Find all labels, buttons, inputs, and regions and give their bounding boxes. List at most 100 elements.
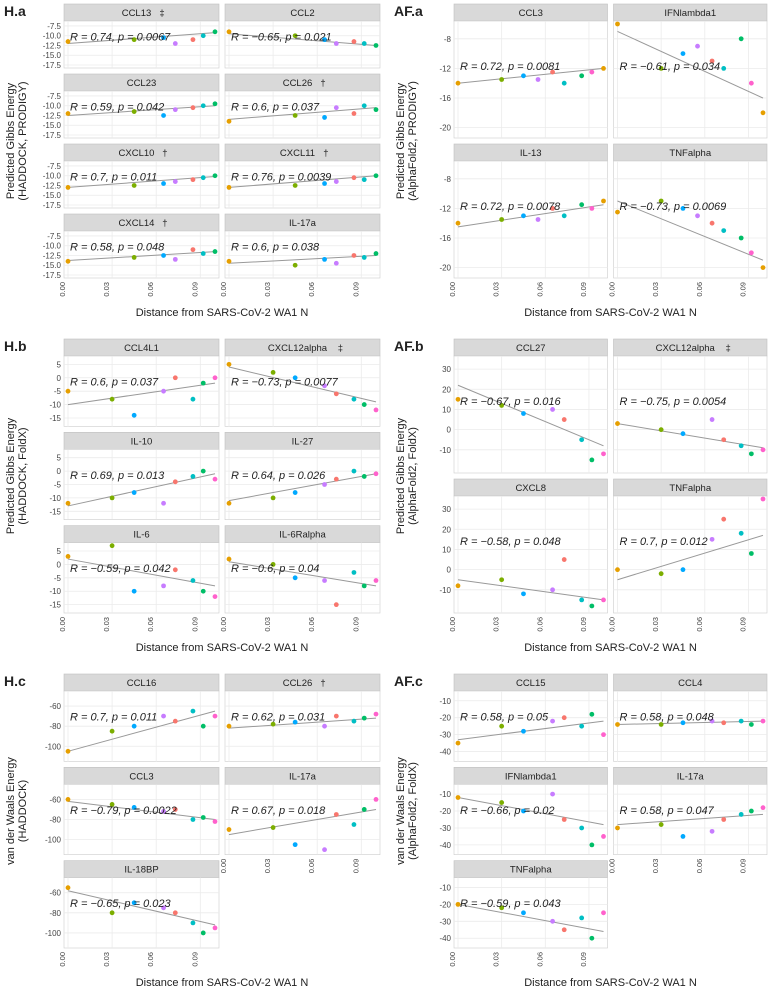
correlation-stat: R = 0.6, p = 0.037 [70, 377, 159, 389]
data-point [658, 722, 664, 727]
data-point [212, 249, 218, 254]
data-point [455, 220, 461, 226]
facet-ccl26: CCL26 † R = 0.6, p = 0.037 [224, 73, 381, 139]
data-point [200, 251, 206, 256]
x-tick-label: 0.06 [695, 282, 704, 297]
data-point [521, 73, 526, 79]
y-tick-label: -12.5 [43, 251, 62, 260]
regression-line [228, 175, 377, 188]
x-tick-label: 0.09 [351, 859, 360, 874]
data-point [589, 711, 595, 717]
data-point [109, 728, 115, 734]
data-point [373, 471, 379, 477]
data-point [190, 578, 196, 583]
x-tick-label: 0.06 [695, 859, 704, 874]
correlation-stat: R = 0.76, p = 0.0039 [231, 172, 331, 184]
data-point [550, 918, 555, 924]
correlation-stat: R = −0.58, p = 0.048 [460, 536, 561, 548]
correlation-stat: R = −0.73, p = 0.0077 [231, 377, 339, 389]
data-point [455, 740, 461, 746]
data-point [695, 213, 700, 219]
data-point [351, 718, 357, 724]
facet-panel [224, 90, 381, 139]
data-point [212, 925, 218, 931]
regression-line [67, 105, 216, 116]
x-tick-label: 0.00 [608, 859, 617, 874]
y-tick-label: -10 [49, 587, 61, 596]
facet-title: IFNlambda1 [664, 8, 716, 19]
data-point [200, 175, 206, 181]
x-tick-label: 0.03 [492, 617, 501, 632]
data-point [65, 388, 71, 394]
x-tick-label: 0.03 [102, 282, 111, 297]
facet-significance-mark: ‡ [159, 8, 164, 19]
data-point [738, 812, 744, 817]
y-tick-label: -17.5 [43, 131, 62, 140]
data-point [212, 375, 218, 381]
regression-line [67, 558, 216, 587]
correlation-stat: R = 0.58, p = 0.047 [620, 805, 715, 817]
x-tick-label: 0.03 [492, 282, 501, 297]
x-axis-title: Distance from SARS-CoV-2 WA1 N [524, 307, 697, 319]
y-tick-label: -100 [45, 742, 62, 751]
facet-ccl2: CCL2 R = −0.65, p = 0.021 [224, 3, 381, 69]
y-axis-title: (HADDOCK, PRODIGY) [17, 81, 29, 200]
data-point [455, 396, 461, 402]
facet-title: IL-13 [520, 148, 542, 159]
data-point [589, 935, 595, 941]
data-point [161, 113, 166, 118]
data-point [200, 380, 206, 386]
correlation-stat: R = 0.58, p = 0.05 [460, 712, 549, 724]
y-tick-label: -10 [439, 446, 451, 455]
facet-title: CCL13 [122, 8, 152, 19]
data-point [65, 885, 71, 891]
data-point [200, 930, 206, 936]
data-point [190, 920, 196, 926]
data-point [131, 588, 137, 594]
facet-title: CCL26 [283, 78, 313, 89]
data-point [373, 251, 379, 256]
x-tick-label: 0.00 [58, 952, 67, 967]
regression-line [67, 251, 216, 262]
facet-il-27: IL-27 R = 0.64, p = 0.026 [224, 432, 381, 520]
y-axis-title: Predicted Gibbs Energy [5, 82, 17, 199]
facet-title: CCL4 [678, 678, 702, 689]
y-tick-label: 5 [57, 547, 62, 556]
regression-line [617, 534, 764, 581]
data-point [270, 495, 276, 501]
correlation-stat: R = −0.67, p = 0.016 [460, 396, 561, 408]
data-point [535, 217, 541, 222]
y-tick-label: 30 [442, 505, 451, 514]
data-point [200, 103, 206, 109]
correlation-stat: R = 0.69, p = 0.013 [70, 470, 165, 482]
y-tick-label: -10 [49, 494, 61, 503]
data-point [361, 715, 367, 721]
data-point [190, 708, 196, 714]
x-tick-label: 0.00 [219, 859, 228, 874]
data-point [200, 815, 206, 820]
data-point [212, 476, 218, 482]
data-point [270, 370, 276, 375]
data-point [738, 530, 744, 536]
data-point [361, 41, 367, 46]
facet-panel [613, 20, 768, 139]
data-point [361, 177, 367, 183]
y-tick-label: -7.5 [47, 92, 61, 101]
correlation-stat: R = −0.65, p = 0.023 [70, 898, 171, 910]
data-point [499, 905, 505, 911]
facet-title: IL-17a [289, 771, 317, 782]
regression-line [457, 796, 604, 826]
facet-panel [613, 495, 768, 614]
data-point [292, 113, 298, 118]
x-axis-title: Distance from SARS-CoV-2 WA1 N [136, 307, 309, 319]
data-point [161, 500, 166, 506]
data-point [333, 476, 339, 482]
data-point [455, 583, 461, 589]
correlation-stat: R = 0.6, p = 0.038 [231, 242, 320, 254]
data-point [131, 805, 137, 810]
data-point [579, 915, 585, 921]
data-point [615, 567, 620, 573]
data-point [65, 500, 71, 506]
correlation-stat: R = −0.59, p = 0.043 [460, 898, 561, 910]
